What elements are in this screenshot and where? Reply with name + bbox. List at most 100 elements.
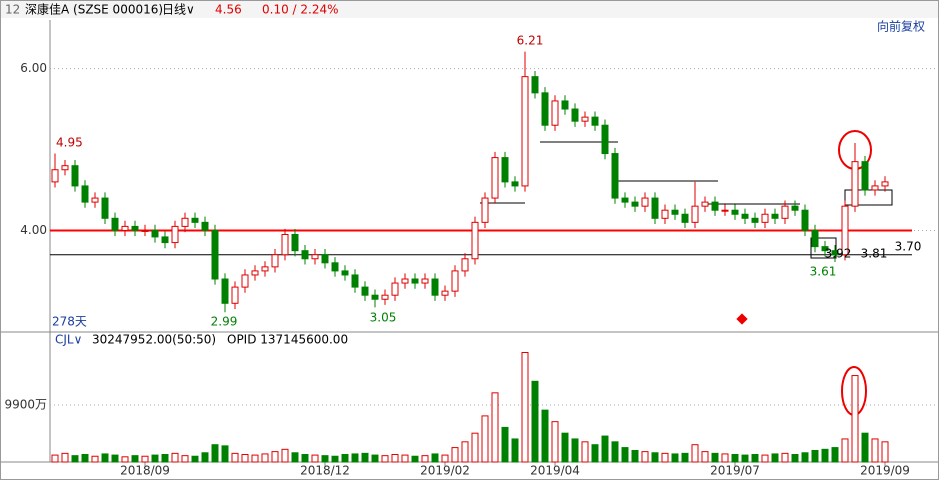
candle-body — [311, 254, 319, 260]
candle-body — [691, 205, 699, 223]
candle-body — [101, 197, 109, 219]
candle-body — [511, 181, 519, 187]
volume-bar — [351, 453, 359, 463]
candle-body — [161, 236, 169, 244]
candle-body — [591, 116, 599, 126]
candle-body — [321, 254, 329, 264]
candle-body — [181, 217, 189, 227]
candle-body — [441, 290, 449, 296]
price-annotation: 4.95 — [56, 136, 83, 150]
volume-bar — [481, 415, 489, 463]
opid: OPID 137145600.00 — [227, 333, 348, 347]
volume-bar — [741, 454, 749, 463]
volume-bar — [311, 454, 319, 463]
candle-body — [451, 270, 459, 292]
volume-bar — [781, 452, 789, 463]
volume-bar — [181, 455, 189, 463]
candle-body — [541, 92, 549, 126]
volume-bar — [281, 448, 289, 463]
candle-body — [641, 197, 649, 207]
price-annotation: 3.81 — [861, 247, 888, 261]
volume-bar — [611, 441, 619, 463]
candle-body — [531, 76, 539, 94]
adjust-mode[interactable]: 向前复权 — [877, 19, 925, 34]
volume-bar — [81, 454, 89, 463]
volume-bar — [101, 453, 109, 463]
volume-bar — [631, 449, 639, 463]
volume-bar — [801, 452, 809, 463]
volume-bar — [361, 452, 369, 463]
volume-bar — [151, 454, 159, 463]
candle-body — [611, 153, 619, 199]
volume-bar — [871, 438, 879, 463]
candle-body — [601, 124, 609, 155]
volume-bar — [851, 375, 859, 463]
volume-bar — [771, 453, 779, 463]
volume-bar — [461, 441, 469, 463]
volume-bar — [141, 455, 149, 463]
volume-bar — [161, 454, 169, 463]
volume-value: 30247952.00(50:50) — [92, 333, 216, 347]
candle-body — [191, 217, 199, 223]
volume-bar — [821, 448, 829, 463]
period[interactable]: 日线∨ — [162, 3, 195, 17]
candle-body — [361, 286, 369, 296]
volume-bar — [91, 455, 99, 463]
volume-bar — [831, 447, 839, 463]
candle-body — [411, 278, 419, 284]
candle-body — [791, 205, 799, 211]
candle-body — [231, 286, 239, 304]
candle-body — [701, 201, 709, 207]
volume-bar — [291, 452, 299, 463]
candle-body — [151, 229, 159, 238]
volume-bar — [701, 451, 709, 463]
candle-body — [491, 157, 499, 199]
candle-body — [821, 246, 829, 252]
volume-bar — [121, 456, 129, 463]
volume-bar — [511, 438, 519, 463]
volume-bar — [521, 351, 529, 463]
volume-bar — [761, 454, 769, 463]
candle-body — [781, 205, 789, 219]
candle-body — [481, 197, 489, 223]
volume-bar — [501, 426, 509, 463]
candle-body — [61, 165, 69, 171]
x-tick-label: 2019/02 — [420, 464, 470, 478]
volume-indicator[interactable]: CJL∨ — [55, 333, 82, 347]
volume-bar — [691, 444, 699, 463]
candle-body — [501, 157, 509, 183]
volume-bar — [111, 454, 119, 463]
candle-body — [351, 274, 359, 288]
candle-body — [421, 278, 429, 284]
volume-bar — [661, 452, 669, 463]
volume-bar — [721, 453, 729, 463]
candle-body — [471, 221, 479, 260]
candle-body — [371, 294, 379, 300]
candle-body — [711, 201, 719, 211]
change: 0.10 / 2.24% — [262, 3, 339, 17]
price: 4.56 — [215, 3, 242, 17]
volume-bar — [751, 454, 759, 463]
candle-body — [121, 225, 129, 231]
stock-name[interactable]: 深康佳A (SZSE 000016) — [25, 2, 163, 17]
candle-body — [241, 274, 249, 288]
volume-bar — [331, 455, 339, 463]
y-tick-label: 4.00 — [20, 223, 47, 237]
price-annotation: 3.05 — [370, 311, 397, 325]
candle-body — [341, 270, 349, 276]
volume-bar — [441, 454, 449, 463]
volume-bar — [321, 455, 329, 463]
candle-body — [751, 217, 759, 223]
candle-body — [431, 278, 439, 296]
volume-bar — [391, 454, 399, 463]
candle-body — [721, 209, 729, 212]
volume-bar — [671, 453, 679, 463]
candle-body — [771, 213, 779, 219]
candle-body — [211, 229, 219, 280]
candle-body — [551, 100, 559, 126]
candle-body — [171, 225, 179, 244]
volume-bar — [411, 455, 419, 463]
candle-body — [741, 213, 749, 219]
